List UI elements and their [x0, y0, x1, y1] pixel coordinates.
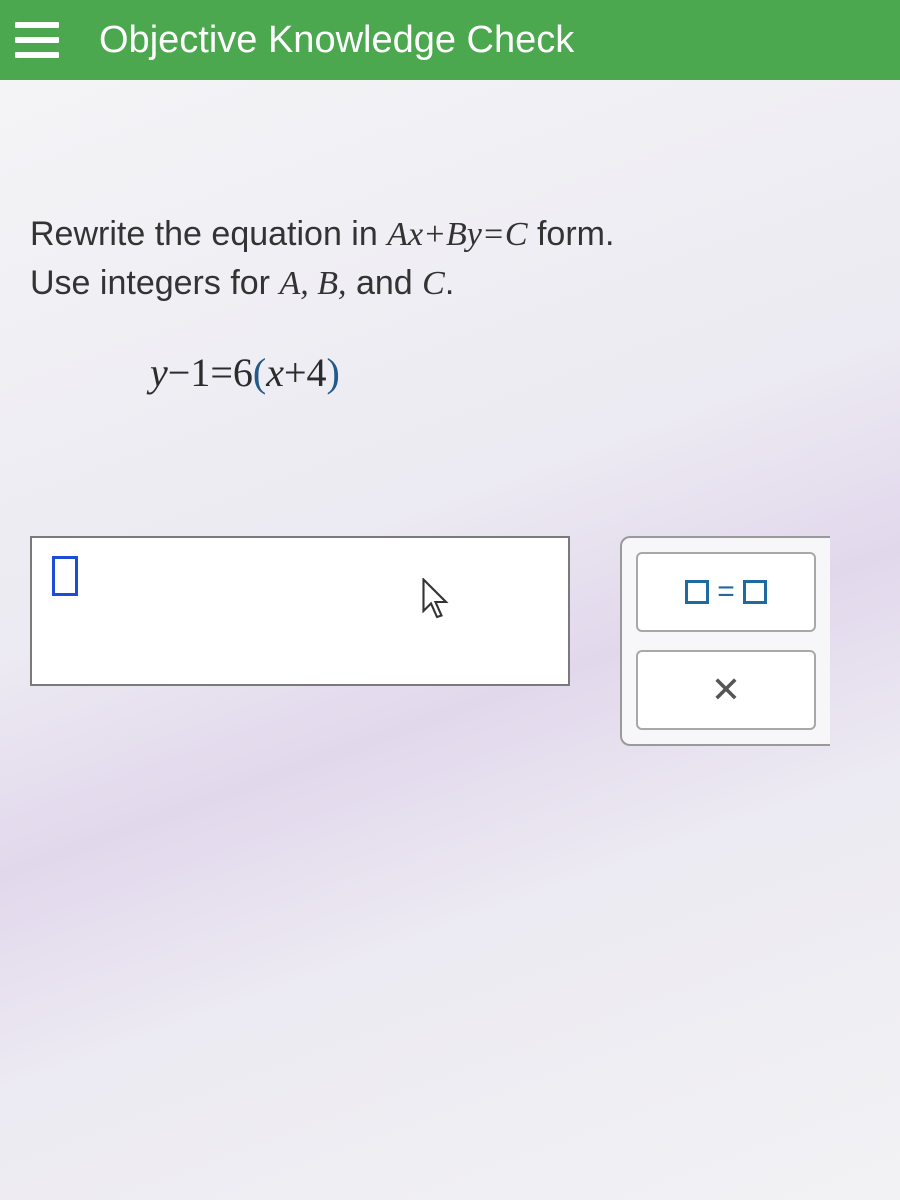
eq-lhs-op: − — [168, 350, 191, 395]
input-cursor-box[interactable] — [52, 556, 78, 596]
menu-icon[interactable] — [15, 22, 59, 58]
question-line2-prefix: Use integers for — [30, 264, 279, 302]
equation-template-icon: = — [685, 575, 767, 609]
eq-open-paren: ( — [253, 350, 266, 395]
mouse-cursor-icon — [422, 578, 452, 620]
question-line1-suffix: form. — [528, 215, 615, 253]
eq-lhs-var: y — [150, 350, 168, 395]
eq-close-paren: ) — [327, 350, 340, 395]
question-text: Rewrite the equation in Ax+By=C form. Us… — [30, 210, 870, 309]
app-header: Objective Knowledge Check — [0, 0, 900, 80]
equation-template-equals: = — [717, 575, 735, 609]
question-line2-and: and — [347, 264, 423, 302]
answer-input[interactable] — [30, 536, 570, 686]
page-title: Objective Knowledge Check — [99, 19, 574, 62]
question-line2-vars: A, B, — [279, 265, 346, 302]
question-line2-lastvar: C — [422, 265, 445, 302]
close-icon: ✕ — [711, 669, 741, 711]
clear-button[interactable]: ✕ — [636, 650, 816, 730]
equation-template-button[interactable]: = — [636, 552, 816, 632]
answer-row: = ✕ — [30, 536, 870, 746]
tool-panel: = ✕ — [620, 536, 830, 746]
eq-rhs-op: + — [284, 350, 307, 395]
given-equation: y−1=6(x+4) — [150, 349, 870, 396]
eq-lhs-num: 1 — [190, 350, 210, 395]
question-panel: Rewrite the equation in Ax+By=C form. Us… — [0, 80, 900, 1200]
eq-rhs-coef: 6 — [233, 350, 253, 395]
eq-rhs-var: x — [266, 350, 284, 395]
eq-equals: = — [210, 350, 233, 395]
question-line2-suffix: . — [445, 264, 454, 302]
question-line1-math: Ax+By=C — [387, 216, 527, 253]
eq-rhs-num: 4 — [307, 350, 327, 395]
question-line1-prefix: Rewrite the equation in — [30, 215, 387, 253]
